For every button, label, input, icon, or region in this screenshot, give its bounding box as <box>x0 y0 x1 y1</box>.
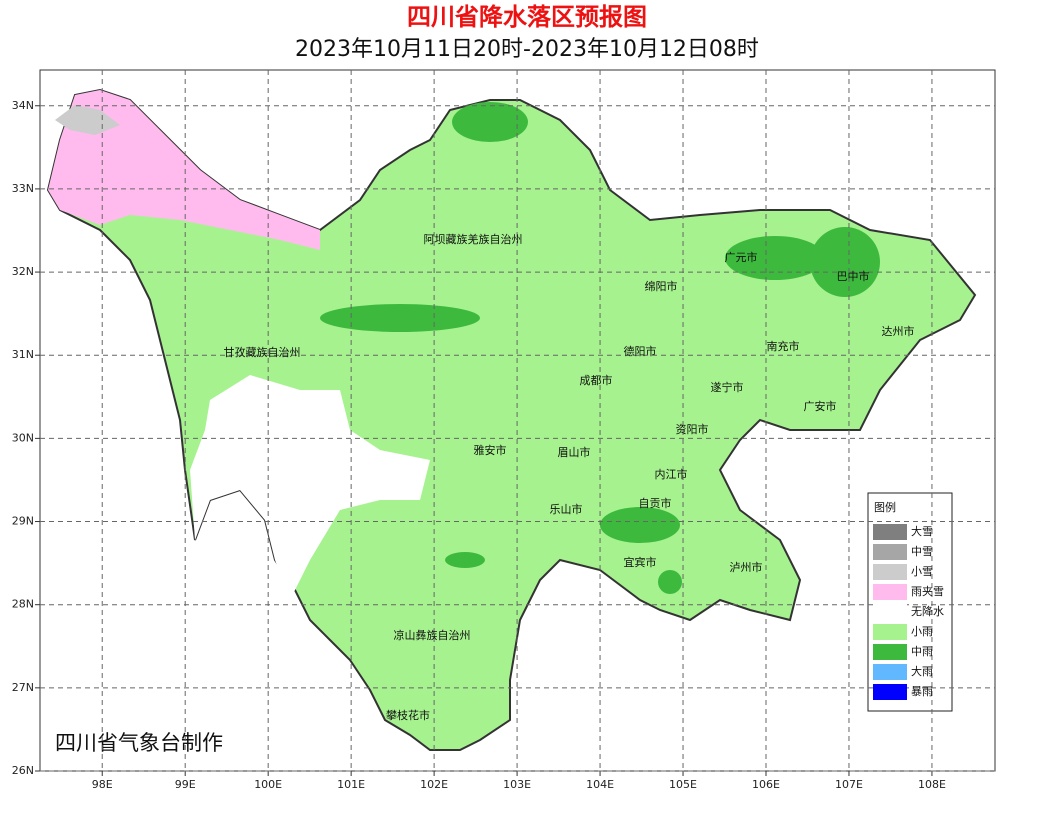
title: 四川省降水落区预报图 <box>407 3 647 31</box>
x-tick-label: 104E <box>586 778 614 791</box>
x-tick-label: 107E <box>835 778 863 791</box>
region-label: 阿坝藏族羌族自治州 <box>424 232 523 246</box>
region-label: 德阳市 <box>624 344 657 358</box>
moderate-rain-area <box>452 102 528 142</box>
region-label: 巴中市 <box>837 269 870 283</box>
legend-swatch <box>873 544 907 560</box>
region-label: 成都市 <box>580 373 613 387</box>
y-tick-label: 33N <box>12 182 34 195</box>
region-label: 宜宾市 <box>624 555 657 569</box>
x-tick-label: 99E <box>175 778 196 791</box>
region-label: 甘孜藏族自治州 <box>224 345 301 359</box>
y-tick-label: 32N <box>12 265 34 278</box>
legend-label: 大雪 <box>911 524 933 538</box>
region-label: 资阳市 <box>676 422 709 436</box>
region-label: 广元市 <box>725 250 758 264</box>
subtitle: 2023年10月11日20时-2023年10月12日08时 <box>295 37 759 62</box>
region-label: 遂宁市 <box>711 380 744 394</box>
precip-areas <box>46 88 977 751</box>
moderate-rain-area <box>600 507 680 543</box>
y-tick-label: 28N <box>12 598 34 611</box>
region-label: 达州市 <box>882 324 915 338</box>
moderate-rain-area <box>810 227 880 297</box>
y-tick-label: 27N <box>12 681 34 694</box>
legend-swatch <box>873 584 907 600</box>
x-tick-label: 108E <box>918 778 946 791</box>
y-tick-label: 29N <box>12 515 34 528</box>
x-tick-label: 105E <box>669 778 697 791</box>
moderate-rain-area <box>320 304 480 332</box>
region-label: 自贡市 <box>639 496 672 510</box>
legend-label: 大雨 <box>911 664 933 678</box>
region-label: 绵阳市 <box>645 279 678 293</box>
x-tick-label: 98E <box>92 778 113 791</box>
region-label: 内江市 <box>655 467 688 481</box>
legend-swatch <box>873 604 907 620</box>
legend-swatch <box>873 684 907 700</box>
x-tick-label: 103E <box>503 778 531 791</box>
x-tick-label: 101E <box>337 778 365 791</box>
legend-label: 小雪 <box>911 565 933 578</box>
region-label: 南充市 <box>767 339 800 353</box>
region-label: 广安市 <box>804 399 837 413</box>
legend-label: 中雪 <box>911 545 933 558</box>
legend-title: 图例 <box>874 500 896 514</box>
region-label: 攀枝花市 <box>386 708 430 722</box>
moderate-rain-area <box>445 552 485 568</box>
legend-label: 雨夹雪 <box>911 585 944 598</box>
no-rain-area <box>190 375 430 600</box>
x-tick-label: 102E <box>420 778 448 791</box>
region-label: 泸州市 <box>730 560 763 574</box>
y-tick-label: 30N <box>12 431 34 444</box>
legend-swatch <box>873 664 907 680</box>
sleet-area <box>48 90 320 250</box>
legend-swatch <box>873 564 907 580</box>
x-tick-label: 106E <box>752 778 780 791</box>
moderate-rain-area <box>725 236 825 280</box>
moderate-rain-area <box>658 570 682 594</box>
credit: 四川省气象台制作 <box>55 731 223 755</box>
x-tick-label: 100E <box>254 778 282 791</box>
legend-label: 中雨 <box>911 645 933 658</box>
region-label: 雅安市 <box>474 443 507 457</box>
region-label: 凉山彝族自治州 <box>394 628 471 642</box>
region-label: 乐山市 <box>550 502 583 516</box>
light-snow-area <box>55 105 120 135</box>
legend-swatch <box>873 624 907 640</box>
y-tick-label: 34N <box>12 99 34 112</box>
legend-swatch <box>873 644 907 660</box>
y-tick-label: 26N <box>12 764 34 777</box>
legend-label: 暴雨 <box>911 685 933 698</box>
legend-label: 无降水 <box>911 604 944 618</box>
legend-label: 小雨 <box>911 625 933 638</box>
region-label: 眉山市 <box>558 445 591 459</box>
legend-swatch <box>873 524 907 540</box>
y-tick-label: 31N <box>12 348 34 361</box>
